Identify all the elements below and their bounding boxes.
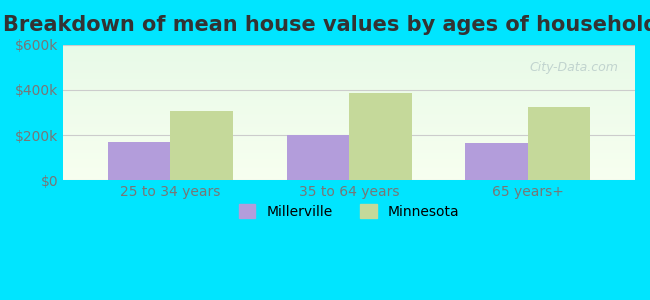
Bar (170, 111, 233, 180)
Bar (528, 107, 590, 180)
Bar (465, 143, 528, 180)
Title: Breakdown of mean house values by ages of householders: Breakdown of mean house values by ages o… (3, 15, 650, 35)
Legend: Millerville, Minnesota: Millerville, Minnesota (233, 199, 465, 225)
Text: City-Data.com: City-Data.com (529, 61, 618, 74)
Bar (287, 135, 349, 180)
Bar (349, 93, 411, 180)
Bar (108, 142, 170, 180)
